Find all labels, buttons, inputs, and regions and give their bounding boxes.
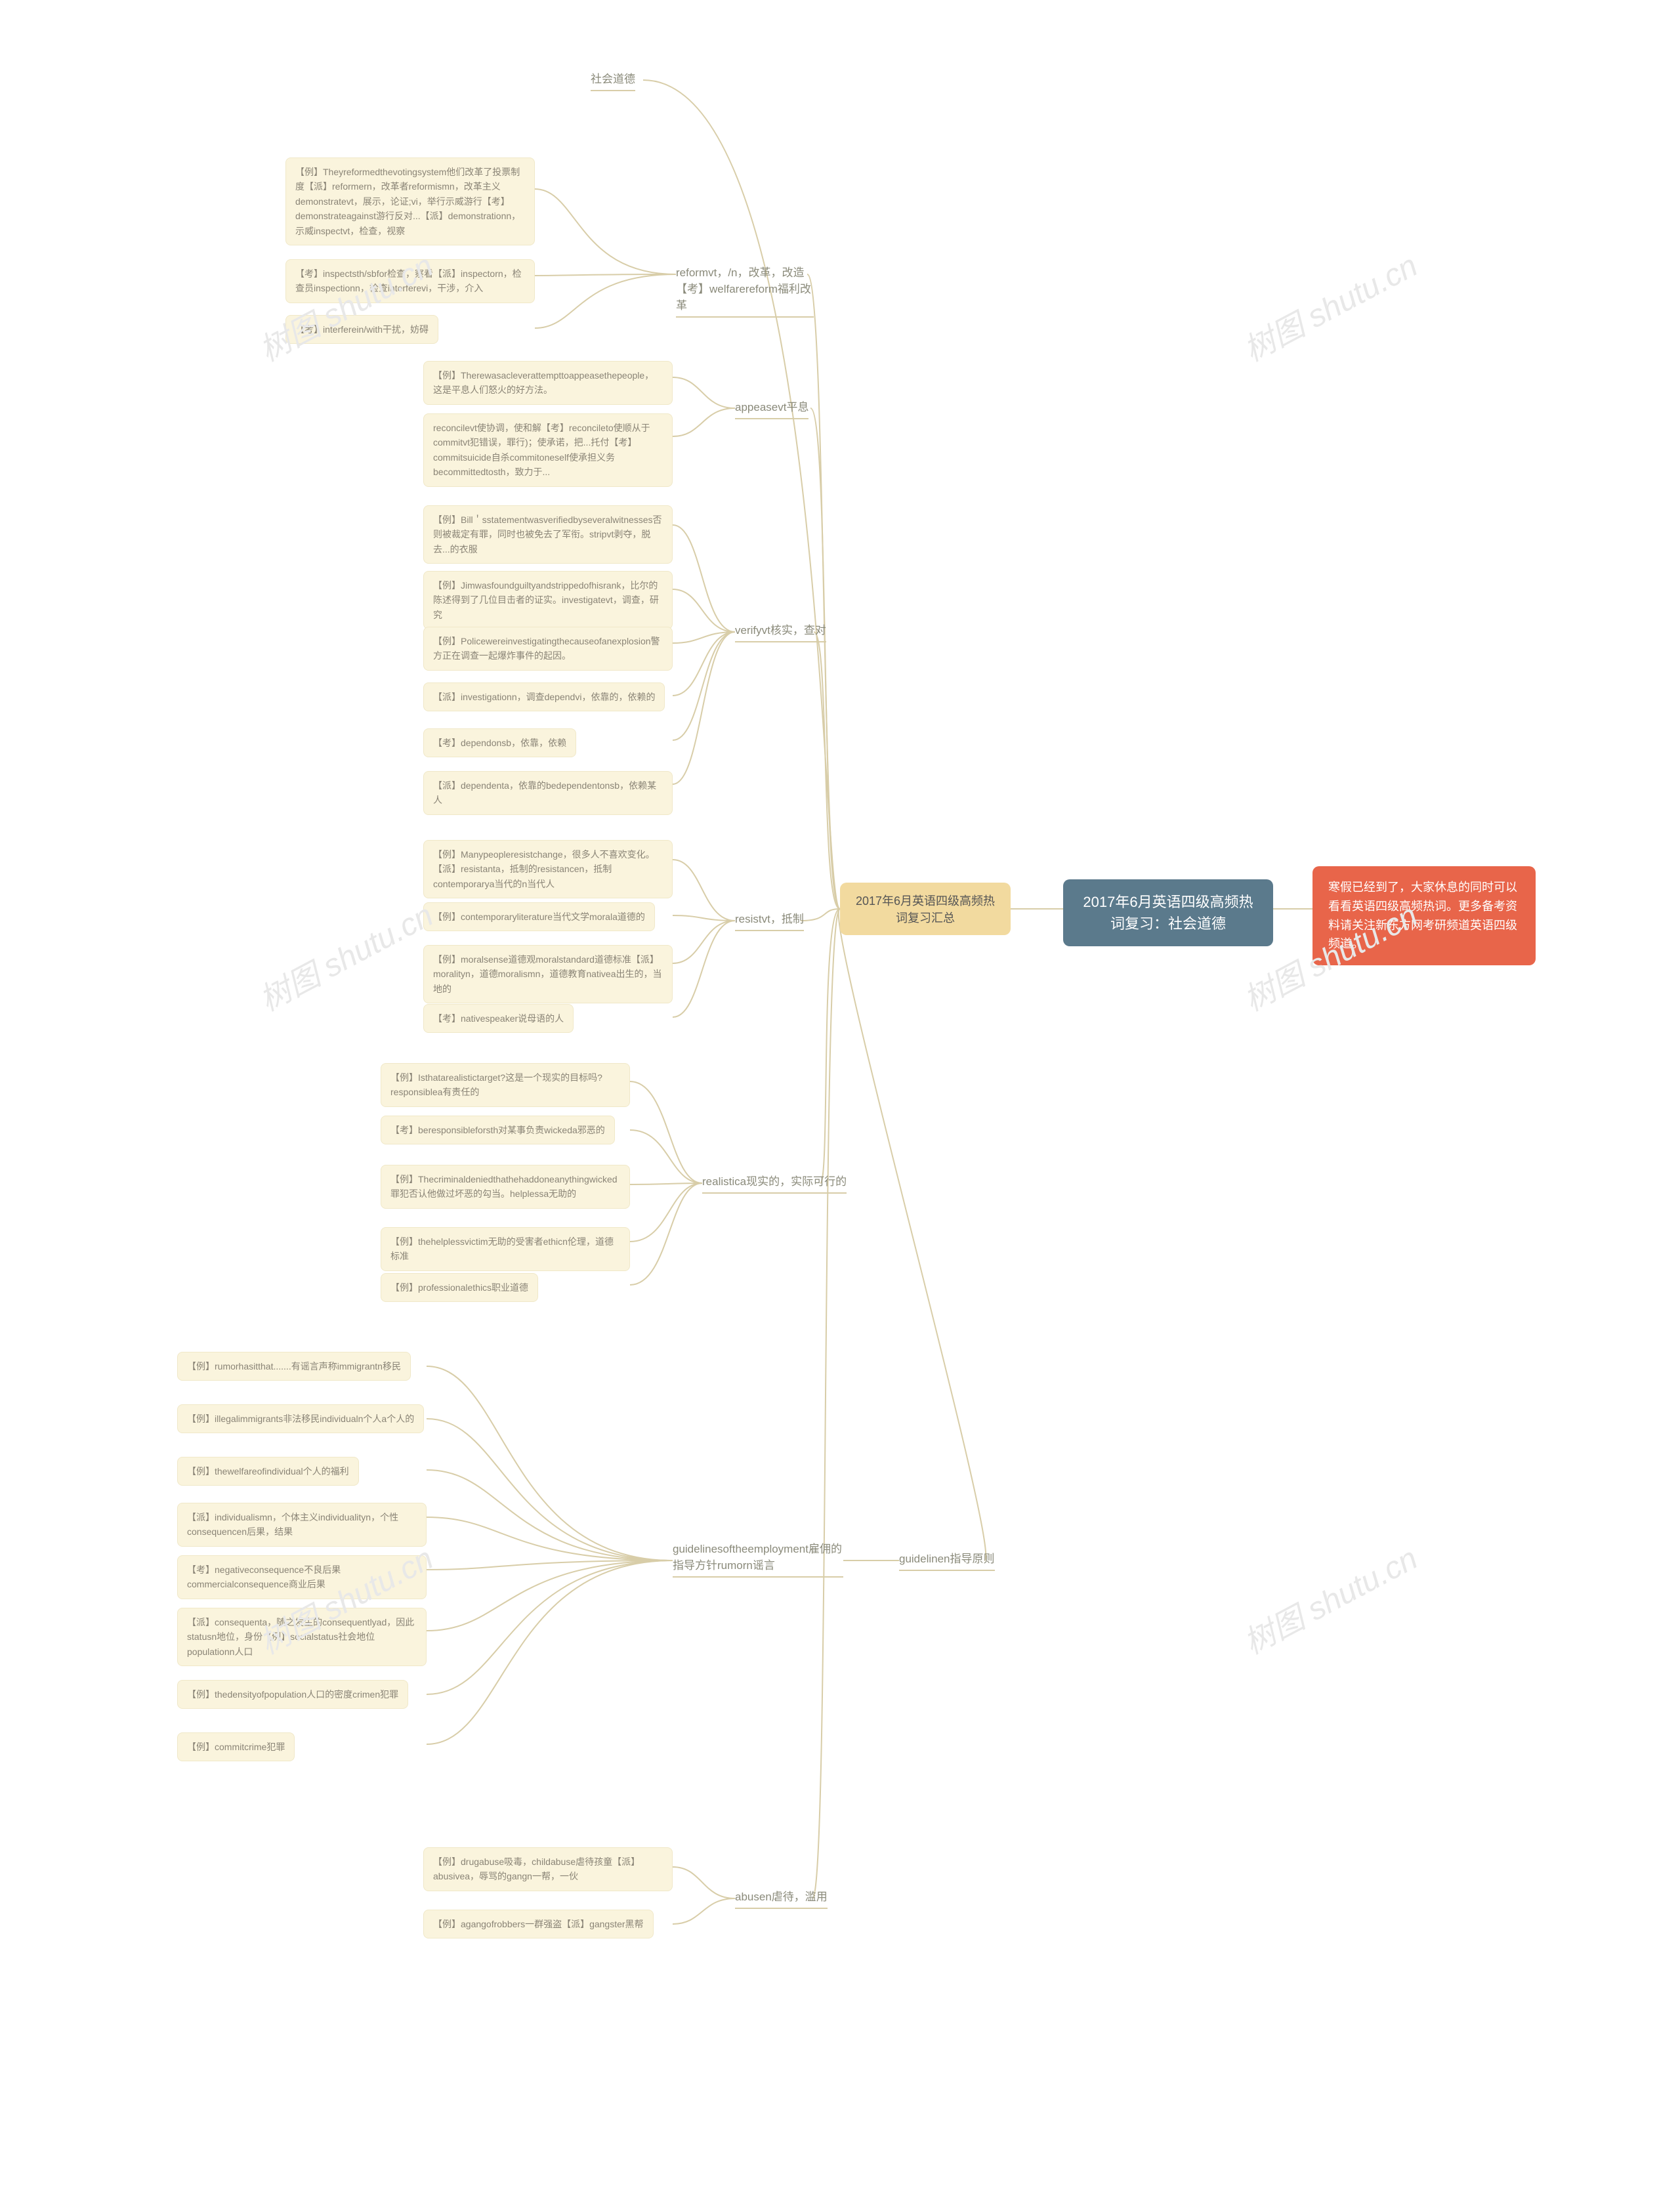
realistic-leaf-0: 【例】Isthatarealistictarget?这是一个现实的目标吗?res…: [381, 1063, 630, 1107]
leaf-text: 【例】Policewereinvestigatingthecauseofanex…: [433, 636, 660, 661]
leaf-text: 【例】commitcrime犯罪: [187, 1742, 285, 1752]
guideline-leaf-0: 【例】rumorhasitthat.......有谣言声称immigrantn移…: [177, 1352, 411, 1381]
resist-node: resistvt，抵制: [735, 906, 804, 931]
leaf-text: 【例】professionalethics职业道德: [390, 1282, 528, 1293]
verify-leaf-3: 【派】investigationn，调查dependvi，依靠的，依赖的: [423, 682, 665, 711]
leaf-text: 【例】rumorhasitthat.......有谣言声称immigrantn移…: [187, 1361, 401, 1372]
abuse-leaf-1: 【例】agangofrobbers一群强盗【派】gangster黑帮: [423, 1910, 654, 1938]
leaf-text: 【例】Jimwasfoundguiltyandstrippedofhisrank…: [433, 580, 659, 620]
leaf-text: reconcilevt使协调，使和解【考】reconcileto使顺从于comm…: [433, 423, 650, 477]
leaf-text: 【例】agangofrobbers一群强盗【派】gangster黑帮: [433, 1919, 644, 1929]
guideline-leaf-4: 【考】negativeconsequence不良后果commercialcons…: [177, 1555, 427, 1599]
abuse-label: abusen虐待，滥用: [735, 1891, 828, 1903]
leaf-text: 【派】dependenta，依靠的bedependentonsb，依赖某人: [433, 780, 656, 805]
appease-node: appeasevt平息: [735, 394, 808, 419]
guideline-leaf-2: 【例】thewelfareofindividual个人的福利: [177, 1457, 359, 1486]
summary-node: 2017年6月英语四级高频热词复习汇总: [840, 883, 1011, 935]
root-node: 2017年6月英语四级高频热词复习：社会道德: [1063, 879, 1273, 946]
verify-leaf-1: 【例】Jimwasfoundguiltyandstrippedofhisrank…: [423, 571, 673, 629]
leaf-text: 【考】interferein/with干扰，妨碍: [295, 324, 429, 335]
guideline-label-l2: guidelinen指导原则: [899, 1553, 995, 1565]
leaf-text: 【例】thehelplessvictim无助的受害者ethicn伦理，道德标准: [390, 1236, 614, 1261]
leaf-text: 【考】inspectsth/sbfor检查，察看【派】inspectorn，检查…: [295, 268, 522, 293]
guideline-label-l3: guidelinesoftheemployment雇佣的指导方针rumorn谣言: [673, 1543, 842, 1572]
intro-label: 寒假已经到了，大家休息的同时可以看看英语四级高频热词。更多备考资料请关注新东方网…: [1328, 881, 1517, 950]
guideline-leaf-7: 【例】commitcrime犯罪: [177, 1732, 295, 1761]
realistic-leaf-4: 【例】professionalethics职业道德: [381, 1273, 538, 1302]
verify-label: verifyvt核实，查对: [735, 624, 826, 637]
verify-leaf-4: 【考】dependonsb，依靠，依赖: [423, 728, 576, 757]
appease-leaf-0: 【例】Therewasacleverattempttoappeasethepeo…: [423, 361, 673, 405]
l1-top-node: 社会道德: [591, 66, 635, 91]
leaf-text: 【例】Manypeopleresistchange，很多人不喜欢变化。【派】re…: [433, 849, 655, 889]
appease-leaf-1: reconcilevt使协调，使和解【考】reconcileto使顺从于comm…: [423, 413, 673, 487]
verify-leaf-2: 【例】Policewereinvestigatingthecauseofanex…: [423, 627, 673, 671]
leaf-text: 【派】consequenta，随之发生的consequentlyad，因此sta…: [187, 1617, 414, 1657]
appease-label: appeasevt平息: [735, 401, 808, 413]
leaf-text: 【派】individualismn，个体主义individualityn，个性c…: [187, 1512, 398, 1537]
leaf-text: 【例】Isthatarealistictarget?这是一个现实的目标吗?res…: [390, 1072, 602, 1097]
realistic-leaf-1: 【考】beresponsibleforsth对某事负责wickeda邪恶的: [381, 1116, 615, 1144]
verify-leaf-0: 【例】Bill＇sstatementwasverifiedbyseveralwi…: [423, 505, 673, 564]
resist-leaf-0: 【例】Manypeopleresistchange，很多人不喜欢变化。【派】re…: [423, 840, 673, 898]
root-label: 2017年6月英语四级高频热词复习：社会道德: [1083, 894, 1253, 932]
resist-label: resistvt，抵制: [735, 913, 804, 925]
leaf-text: 【派】investigationn，调查dependvi，依靠的，依赖的: [433, 692, 655, 702]
leaf-text: 【例】Therewasacleverattempttoappeasethepeo…: [433, 370, 654, 395]
realistic-label: realistica现实的，实际可行的: [702, 1175, 847, 1188]
l1-top-label: 社会道德: [591, 73, 635, 85]
leaf-text: 【例】Theyreformedthevotingsystem他们改革了投票制度【…: [295, 167, 520, 236]
resist-leaf-2: 【例】moralsense道德观moralstandard道德标准【派】mora…: [423, 945, 673, 1003]
resist-leaf-1: 【例】contemporaryliterature当代文学morala道德的: [423, 902, 655, 931]
realistic-leaf-3: 【例】thehelplessvictim无助的受害者ethicn伦理，道德标准: [381, 1227, 630, 1271]
guideline-leaf-6: 【例】thedensityofpopulation人口的密度crimen犯罪: [177, 1680, 408, 1709]
intro-node: 寒假已经到了，大家休息的同时可以看看英语四级高频热词。更多备考资料请关注新东方网…: [1312, 866, 1536, 965]
verify-node: verifyvt核实，查对: [735, 617, 826, 642]
realistic-node: realistica现实的，实际可行的: [702, 1168, 847, 1194]
realistic-leaf-2: 【例】Thecriminaldeniedthathehaddoneanythin…: [381, 1165, 630, 1209]
abuse-node: abusen虐待，滥用: [735, 1883, 828, 1909]
guideline-leaf-1: 【例】illegalimmigrants非法移民individualn个人a个人…: [177, 1404, 424, 1433]
abuse-leaf-0: 【例】drugabuse吸毒，childabuse虐待孩童【派】abusivea…: [423, 1847, 673, 1891]
summary-label: 2017年6月英语四级高频热词复习汇总: [856, 894, 995, 925]
leaf-text: 【例】illegalimmigrants非法移民individualn个人a个人…: [187, 1414, 414, 1424]
leaf-text: 【例】contemporaryliterature当代文学morala道德的: [433, 911, 645, 922]
leaf-text: 【考】nativespeaker说母语的人: [433, 1013, 564, 1024]
leaf-text: 【例】thedensityofpopulation人口的密度crimen犯罪: [187, 1689, 398, 1700]
leaf-text: 【例】Thecriminaldeniedthathehaddoneanythin…: [390, 1174, 618, 1199]
guideline-node-l2: guidelinen指导原则: [899, 1545, 995, 1571]
leaf-text: 【考】beresponsibleforsth对某事负责wickeda邪恶的: [390, 1125, 605, 1135]
leaf-text: 【例】thewelfareofindividual个人的福利: [187, 1466, 349, 1476]
leaf-text: 【例】moralsense道德观moralstandard道德标准【派】mora…: [433, 954, 662, 994]
resist-leaf-3: 【考】nativespeaker说母语的人: [423, 1004, 574, 1033]
guideline-leaf-3: 【派】individualismn，个体主义individualityn，个性c…: [177, 1503, 427, 1547]
leaf-text: 【例】Bill＇sstatementwasverifiedbyseveralwi…: [433, 514, 662, 555]
leaf-text: 【考】dependonsb，依靠，依赖: [433, 738, 566, 748]
leaf-text: 【考】negativeconsequence不良后果commercialcons…: [187, 1564, 341, 1589]
guideline-leaf-5: 【派】consequenta，随之发生的consequentlyad，因此sta…: [177, 1608, 427, 1666]
reform-leaf-0: 【例】Theyreformedthevotingsystem他们改革了投票制度【…: [285, 157, 535, 245]
reform-leaf-1: 【考】inspectsth/sbfor检查，察看【派】inspectorn，检查…: [285, 259, 535, 303]
reform-node: reformvt，/n，改革，改造【考】welfarereform福利改革: [676, 259, 814, 318]
reform-leaf-2: 【考】interferein/with干扰，妨碍: [285, 315, 438, 344]
guideline-node-l3: guidelinesoftheemployment雇佣的指导方针rumorn谣言: [673, 1536, 843, 1578]
verify-leaf-5: 【派】dependenta，依靠的bedependentonsb，依赖某人: [423, 771, 673, 815]
leaf-text: 【例】drugabuse吸毒，childabuse虐待孩童【派】abusivea…: [433, 1856, 640, 1881]
reform-label: reformvt，/n，改革，改造【考】welfarereform福利改革: [676, 266, 811, 312]
